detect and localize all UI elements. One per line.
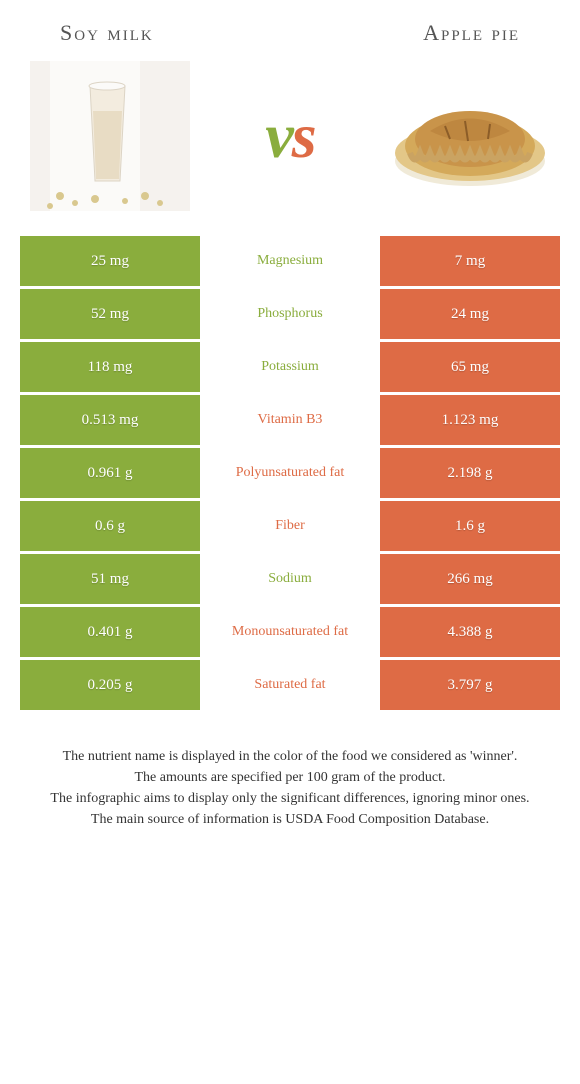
right-value: 3.797 g [380,660,560,710]
nutrient-label: Magnesium [200,236,380,286]
nutrient-label: Phosphorus [200,289,380,339]
nutrient-row: 0.401 gMonounsaturated fat4.388 g [20,607,560,657]
nutrient-label: Potassium [200,342,380,392]
nutrient-row: 0.205 gSaturated fat3.797 g [20,660,560,710]
footnote-line: The nutrient name is displayed in the co… [18,748,562,767]
right-value: 1.6 g [380,501,560,551]
nutrient-label: Fiber [200,501,380,551]
nutrient-row: 51 mgSodium266 mg [20,554,560,604]
nutrient-label: Monounsaturated fat [200,607,380,657]
right-value: 24 mg [380,289,560,339]
right-value: 266 mg [380,554,560,604]
right-value: 4.388 g [380,607,560,657]
hero-row: vs [0,61,580,236]
nutrient-label: Saturated fat [200,660,380,710]
nutrient-row: 52 mgPhosphorus24 mg [20,289,560,339]
left-value: 51 mg [20,554,200,604]
nutrient-row: 0.513 mgVitamin B31.123 mg [20,395,560,445]
left-value: 25 mg [20,236,200,286]
left-value: 0.513 mg [20,395,200,445]
left-food-image [30,61,190,211]
right-value: 65 mg [380,342,560,392]
nutrient-row: 118 mgPotassium65 mg [20,342,560,392]
left-value: 0.205 g [20,660,200,710]
left-value: 0.401 g [20,607,200,657]
right-value: 7 mg [380,236,560,286]
nutrient-label: Sodium [200,554,380,604]
footnotes: The nutrient name is displayed in the co… [0,713,580,830]
footnote-line: The amounts are specified per 100 gram o… [18,769,562,788]
footnote-line: The infographic aims to display only the… [18,790,562,809]
left-food-title: Soy milk [60,20,154,46]
nutrient-row: 25 mgMagnesium7 mg [20,236,560,286]
nutrient-row: 0.6 gFiber1.6 g [20,501,560,551]
header: Soy milk Apple pie [0,0,580,61]
right-value: 2.198 g [380,448,560,498]
footnote-line: The main source of information is USDA F… [18,811,562,830]
nutrient-label: Vitamin B3 [200,395,380,445]
left-value: 0.961 g [20,448,200,498]
nutrient-label: Polyunsaturated fat [200,448,380,498]
left-value: 118 mg [20,342,200,392]
nutrient-table: 25 mgMagnesium7 mg52 mgPhosphorus24 mg11… [20,236,560,710]
right-food-image [390,61,550,211]
right-value: 1.123 mg [380,395,560,445]
right-food-title: Apple pie [423,20,520,46]
left-value: 52 mg [20,289,200,339]
left-value: 0.6 g [20,501,200,551]
vs-label: vs [265,99,314,173]
nutrient-row: 0.961 gPolyunsaturated fat2.198 g [20,448,560,498]
